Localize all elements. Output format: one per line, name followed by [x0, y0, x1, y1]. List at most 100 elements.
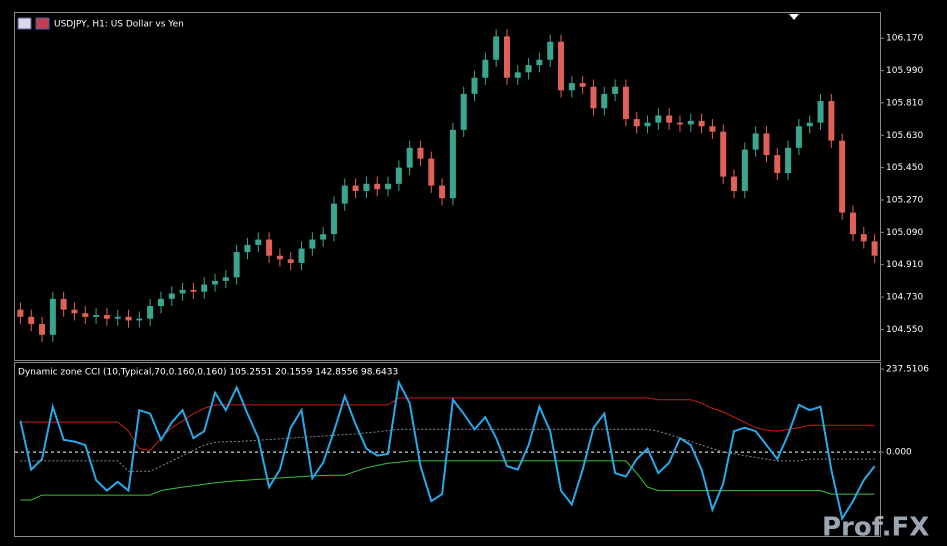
- candle-body: [525, 65, 532, 73]
- candle-body: [157, 298, 164, 307]
- candle-body: [666, 115, 673, 123]
- candle-body: [547, 41, 554, 60]
- candle-body: [763, 133, 770, 156]
- candle-body: [330, 203, 337, 235]
- candle-body: [514, 72, 521, 78]
- candle-body: [558, 41, 565, 91]
- indicator-line: [19, 379, 876, 522]
- y-tick-label: 105.630: [886, 131, 923, 141]
- candle-body: [395, 167, 402, 184]
- candle-body: [655, 115, 662, 123]
- candle-body: [785, 147, 792, 174]
- candle-body: [676, 122, 683, 125]
- candle-body: [601, 93, 608, 109]
- watermark: Prof.FX: [822, 513, 929, 543]
- candle-body: [190, 289, 197, 292]
- y-tick-label: 105.990: [886, 66, 923, 76]
- candle-body: [374, 183, 381, 190]
- candle-body: [341, 185, 348, 204]
- candle-body: [266, 239, 273, 256]
- candle-body: [17, 309, 24, 317]
- candle-body: [839, 140, 846, 213]
- candle-body: [871, 241, 878, 256]
- candle-body: [828, 101, 835, 141]
- candle-body: [136, 318, 143, 321]
- candle-body: [460, 93, 467, 130]
- y-tick-label: 104.730: [886, 293, 923, 303]
- candle-body: [568, 83, 575, 91]
- candle-body: [741, 149, 748, 191]
- candle-body: [709, 126, 716, 132]
- candle-body: [103, 315, 110, 319]
- candle-body: [579, 83, 586, 87]
- candle-body: [795, 126, 802, 148]
- indicator-title: Dynamic zone CCI (10,Typical,70,0.160,0.…: [18, 368, 398, 378]
- candle-body: [60, 298, 67, 310]
- y-tick-label: 105.810: [886, 98, 923, 108]
- candle-body: [590, 86, 597, 109]
- candle-body: [449, 129, 456, 199]
- candle-body: [503, 36, 510, 78]
- candle-body: [114, 316, 121, 319]
- candle-body: [612, 86, 619, 94]
- candle-body: [71, 309, 78, 314]
- candle-body: [428, 158, 435, 186]
- chart-title: USDJPY, H1: US Dollar vs Yen: [54, 20, 184, 30]
- candle-body: [417, 147, 424, 159]
- candle-body: [201, 284, 208, 292]
- candle-body: [212, 280, 219, 285]
- candle-body: [255, 239, 262, 245]
- y-tick-label: 106.170: [886, 34, 923, 44]
- icon: [35, 17, 50, 30]
- candle-body: [125, 316, 132, 321]
- candle-body: [363, 183, 370, 191]
- candle-body: [298, 248, 305, 263]
- candle-body: [222, 277, 229, 281]
- candle-body: [244, 244, 251, 253]
- candle-body: [806, 122, 813, 127]
- shift-marker: [789, 14, 799, 20]
- plot: 104.550 104.730 104.910 105.090 105.270 105.4…: [15, 29, 929, 522]
- candle-body: [752, 133, 759, 150]
- candle-body: [720, 131, 727, 177]
- candle-body: [309, 239, 316, 249]
- y-tick-label: 237.5106: [886, 365, 929, 375]
- candle-body: [406, 147, 413, 168]
- y-tick-label: 105.270: [886, 195, 923, 205]
- candle-body: [471, 77, 478, 94]
- candle-body: [698, 120, 705, 127]
- candle-body: [352, 185, 359, 191]
- candle-body: [82, 313, 89, 317]
- candle-body: [179, 289, 186, 294]
- indicator-panel: [14, 362, 881, 537]
- candle-body: [817, 101, 824, 123]
- candle-body: [93, 315, 100, 317]
- candle-body: [168, 293, 175, 299]
- candle-body: [731, 176, 738, 191]
- indicator-line: [20, 460, 875, 501]
- candle-body: [849, 212, 856, 235]
- candle-body: [320, 234, 327, 240]
- candle-body: [385, 183, 392, 190]
- y-tick-label: 104.910: [886, 260, 923, 270]
- candle-body: [633, 119, 640, 127]
- candle-body: [622, 86, 629, 120]
- candle-body: [644, 122, 651, 127]
- y-tick-label: 0.000: [886, 448, 912, 458]
- candle-body: [39, 324, 46, 335]
- candle-body: [287, 259, 294, 263]
- icon: [17, 17, 32, 30]
- candle-body: [536, 59, 543, 66]
- candle-body: [147, 306, 154, 319]
- candle-body: [276, 255, 283, 260]
- y-tick-label: 104.550: [886, 325, 923, 335]
- candle-body: [687, 120, 694, 125]
- candle-body: [28, 316, 35, 325]
- y-tick-label: 105.450: [886, 163, 923, 173]
- candle-body: [860, 234, 867, 242]
- candle-body: [233, 252, 240, 278]
- candle-body: [439, 185, 446, 199]
- candle-body: [482, 59, 489, 78]
- candle-body: [493, 36, 500, 60]
